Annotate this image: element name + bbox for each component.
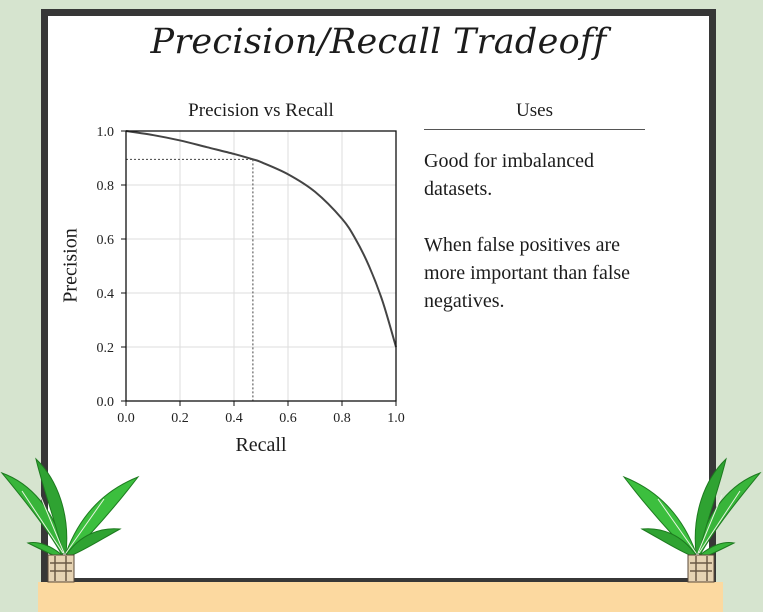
chart-title: Precision vs Recall (188, 100, 334, 121)
potted-plant-icon (622, 457, 762, 583)
uses-heading: Uses (516, 100, 553, 121)
y-tick-label: 1.0 (97, 125, 115, 140)
chart-ticks: 0.0 0.2 0.4 0.6 0.8 1.0 0.0 0.2 0.4 0.6 0.8 1.0 (97, 125, 405, 426)
x-tick-label: 1.0 (387, 411, 405, 426)
y-tick-label: 0.4 (97, 287, 115, 302)
page-title: Precision/Recall Tradeoff (150, 22, 607, 62)
chart-grid (125, 130, 397, 402)
chart-annotations (126, 158, 254, 401)
y-tick-label: 0.0 (97, 395, 115, 410)
x-tick-label: 0.8 (333, 411, 351, 426)
x-axis-label: Recall (235, 434, 287, 456)
plot-frame (125, 130, 397, 402)
x-tick-label: 0.2 (171, 411, 189, 426)
whiteboard-frame (41, 9, 716, 582)
x-tick-label: 0.0 (117, 411, 135, 426)
use-item: When false positives are more important … (424, 234, 631, 312)
x-tick-label: 0.6 (279, 411, 297, 426)
series-line (125, 130, 397, 348)
x-tick-label: 0.4 (225, 411, 243, 426)
y-tick-label: 0.8 (97, 179, 115, 194)
potted-plant-icon (0, 457, 140, 583)
y-tick-label: 0.2 (97, 341, 115, 356)
use-item: Good for imbalanced datasets. (424, 150, 594, 200)
y-axis-label: Precision (59, 228, 82, 303)
shelf (38, 582, 723, 612)
y-tick-label: 0.6 (97, 233, 115, 248)
whiteboard-surface (48, 16, 709, 578)
uses-divider (424, 129, 645, 130)
